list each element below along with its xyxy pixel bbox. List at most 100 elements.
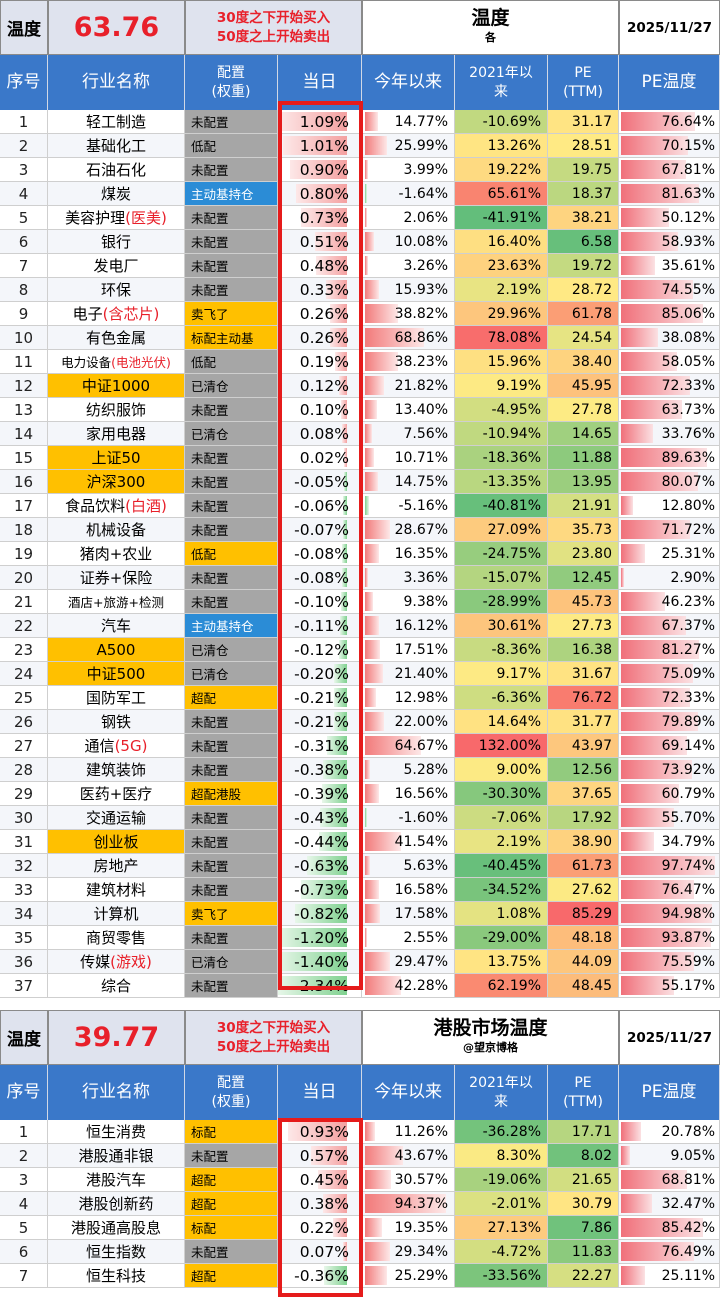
- today-change-bar: [334, 688, 347, 707]
- pe-temperature: 63.73%: [619, 398, 720, 422]
- today-change: 0.73%: [278, 206, 362, 230]
- today-change-bar: [326, 280, 347, 299]
- today-change-text: 0.10%: [299, 400, 349, 419]
- ytd-change-bar: [365, 520, 390, 539]
- industry-name: 建筑装饰: [48, 758, 185, 782]
- config-weight: 低配: [185, 134, 278, 158]
- ytd-change-text: 10.08%: [394, 233, 448, 250]
- pe-temperature-text: 33.76%: [661, 425, 715, 442]
- today-change-bar: [342, 544, 347, 563]
- config-weight: 未配置: [185, 1144, 278, 1168]
- row-index: 5: [0, 206, 48, 230]
- row-index: 16: [0, 470, 48, 494]
- pe-temperature: 94.98%: [619, 902, 720, 926]
- ytd-change: 16.56%: [362, 782, 455, 806]
- row-index: 26: [0, 710, 48, 734]
- config-weight: 未配置: [185, 398, 278, 422]
- today-change-bar: [334, 712, 347, 731]
- ytd-change-bar: [365, 424, 372, 443]
- pe-temperature-text: 72.33%: [661, 689, 715, 706]
- pe-temperature: 35.61%: [619, 254, 720, 278]
- pe-temperature-text: 81.27%: [661, 641, 715, 658]
- since-2021-change: 13.75%: [455, 950, 548, 974]
- row-index: 6: [0, 230, 48, 254]
- today-change-text: -0.08%: [294, 544, 349, 563]
- table-row: 5 港股通高股息 标配 0.22% 19.35% 27.13% 7.86 85.42%: [0, 1216, 720, 1240]
- since-2021-change: 8.30%: [455, 1144, 548, 1168]
- today-change: 0.90%: [278, 158, 362, 182]
- row-index: 34: [0, 902, 48, 926]
- since-2021-change: 30.61%: [455, 614, 548, 638]
- industry-name-text: 房地产: [93, 857, 139, 875]
- since-2021-change: -29.00%: [455, 926, 548, 950]
- today-change: -0.63%: [278, 854, 362, 878]
- table-row: 28 建筑装饰 未配置 -0.38% 5.28% 9.00% 12.56 73.92%: [0, 758, 720, 782]
- today-change: -0.12%: [278, 638, 362, 662]
- today-change-text: -0.21%: [294, 712, 349, 731]
- pe-temperature-bar: [621, 1266, 645, 1285]
- config-weight: 已清仓: [185, 950, 278, 974]
- industry-name: 轻工制造: [48, 110, 185, 134]
- pe-temperature-bar: [621, 1122, 641, 1141]
- pe-temperature: 70.15%: [619, 134, 720, 158]
- pe-temperature-bar: [621, 1170, 687, 1189]
- ytd-change-text: 11.26%: [394, 1123, 448, 1140]
- pe-temperature-bar: [621, 808, 674, 827]
- since-2021-change: -10.69%: [455, 110, 548, 134]
- pe-ttm: 21.91: [548, 494, 619, 518]
- industry-name-text: 沪深300: [86, 473, 146, 491]
- pe-temperature-text: 94.98%: [661, 905, 715, 922]
- since-2021-change: 13.26%: [455, 134, 548, 158]
- row-index: 24: [0, 662, 48, 686]
- industry-name-text: 汽车: [100, 617, 131, 635]
- ytd-change-text: 14.77%: [394, 113, 448, 130]
- today-change-text: 0.80%: [299, 184, 349, 203]
- industry-name-text: 建筑材料: [85, 881, 146, 899]
- pe-ttm: 76.72: [548, 686, 619, 710]
- table-row: 6 银行 未配置 0.51% 10.08% 16.40% 6.58 58.93%: [0, 230, 720, 254]
- config-weight: 标配: [185, 1120, 278, 1144]
- industry-name-tag: (电池光伏): [111, 355, 171, 370]
- since-2021-change: 9.19%: [455, 374, 548, 398]
- table-row: 18 机械设备 未配置 -0.07% 28.67% 27.09% 35.73 71.72%: [0, 518, 720, 542]
- industry-name-text: 交通运输: [85, 809, 146, 827]
- today-change-bar: [301, 880, 347, 899]
- since-2021-change: -8.36%: [455, 638, 548, 662]
- strategy-note-buy: 30度之下开始买入: [216, 9, 331, 26]
- ytd-change-bar: [365, 616, 379, 635]
- industry-name: 电力设备 (电池光伏): [48, 350, 185, 374]
- since-2021-change: 65.61%: [455, 182, 548, 206]
- table-row: 17 食品饮料 (白酒) 未配置 -0.06% -5.16% -40.81% 21.91 12.…: [0, 494, 720, 518]
- pe-ttm: 28.72: [548, 278, 619, 302]
- pe-temperature: 12.80%: [619, 494, 720, 518]
- today-change-text: -0.38%: [294, 760, 349, 779]
- ytd-change-bar: [365, 808, 367, 827]
- pe-temperature: 58.93%: [619, 230, 720, 254]
- config-weight: 未配置: [185, 974, 278, 998]
- config-weight: 未配置: [185, 206, 278, 230]
- config-weight: 未配置: [185, 566, 278, 590]
- pe-temperature-text: 79.89%: [661, 713, 715, 730]
- since-2021-change: -4.72%: [455, 1240, 548, 1264]
- pe-temperature-bar: [621, 928, 711, 947]
- ytd-change-bar: [365, 256, 368, 275]
- today-change-text: -0.31%: [294, 736, 349, 755]
- ytd-change-text: 38.23%: [394, 353, 448, 370]
- table-row: 24 中证500 已清仓 -0.20% 21.40% 9.17% 31.67 75.09%: [0, 662, 720, 686]
- today-change: -0.39%: [278, 782, 362, 806]
- ytd-change-bar: [365, 1242, 390, 1261]
- title-bar: 温度 63.76 30度之下开始买入 50度之上开始卖出 温度 各 2025/1…: [0, 0, 720, 55]
- pe-temperature-bar: [621, 520, 690, 539]
- pe-temperature-bar: [621, 160, 686, 179]
- config-weight: 未配置: [185, 854, 278, 878]
- row-index: 25: [0, 686, 48, 710]
- header-pe: PE (TTM): [548, 55, 619, 110]
- pe-temperature: 58.05%: [619, 350, 720, 374]
- since-2021-change: -34.52%: [455, 878, 548, 902]
- pe-ttm: 24.54: [548, 326, 619, 350]
- pe-temperature-bar: [621, 592, 665, 611]
- table-row: 3 港股汽车 超配 0.45% 30.57% -19.06% 21.65 68.81%: [0, 1168, 720, 1192]
- row-index: 7: [0, 254, 48, 278]
- today-change-text: 1.01%: [299, 136, 349, 155]
- ytd-change: 3.99%: [362, 158, 455, 182]
